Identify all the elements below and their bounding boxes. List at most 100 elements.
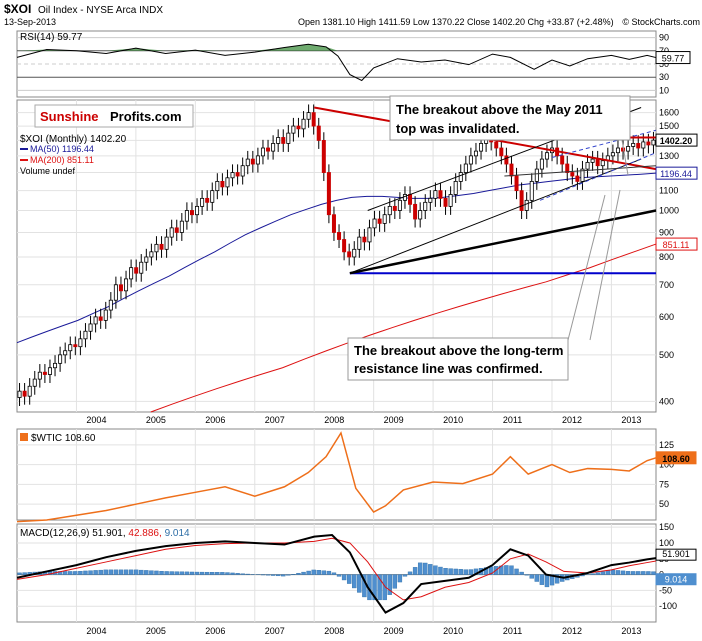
price-candle [428,197,433,203]
price-candle [149,251,154,258]
macd-histogram-bar [529,574,534,579]
price-candle [600,160,605,167]
macd-x-tick: 2009 [384,626,404,636]
price-candle [174,227,179,233]
price-candle [42,371,47,375]
price-candle [585,161,590,170]
macd-histogram-bar [646,571,651,575]
price-candle [296,125,301,130]
price-candle [372,218,377,229]
macd-tick-label: 100 [659,538,674,548]
price-tick-label: 800 [659,252,674,262]
macd-value-label: 51.901 [662,549,690,559]
macd-histogram-bar [625,571,631,575]
price-candle [565,163,570,173]
price-candle [200,197,205,207]
top-annotation-line1: The breakout above the May 2011 [396,102,603,117]
logo-box [34,104,194,128]
macd-histogram-bar [174,571,179,575]
macd-histogram-bar [275,574,281,577]
macd-histogram-bar [438,566,443,575]
volume-legend: Volume undef [20,166,76,176]
price-candle [240,165,245,177]
price-candle [159,243,164,250]
macd-histogram-bar [139,569,144,575]
price-candle [539,158,544,170]
macd-histogram-bar [554,574,560,584]
macd-tick-label: -100 [659,601,677,611]
price-candle [235,172,240,177]
price-tick-label: 700 [659,280,674,290]
price-candle [626,146,631,152]
price-candle [453,180,458,195]
price-tick-label: 400 [659,396,674,406]
macd-value-badge [655,548,697,561]
price-candle [357,236,362,250]
price-tick-label: 900 [659,227,674,237]
price-candle [534,168,539,182]
macd-x-tick: 2008 [324,626,344,636]
price-x-tick: 2004 [86,415,106,425]
macd-histogram-bar [352,574,357,589]
macd-histogram-bar [453,568,458,575]
macd-histogram-bar [331,572,337,575]
macd-histogram-bar [245,573,250,575]
price-candle [479,143,484,152]
macd-histogram-bar [88,570,93,575]
price-tick-label: 1100 [659,186,678,196]
price-candle [260,147,265,157]
macd-histogram-bar [382,574,387,601]
price-tick-label: 500 [659,350,674,360]
price-candle [570,172,575,177]
price-candle [590,158,595,163]
macd-histogram-bar [509,565,514,575]
macd-histogram-bar [306,570,311,575]
ma50-value-badge [655,166,698,180]
price-candle [47,367,52,375]
macd-histogram-bar [194,571,200,575]
price-candle [93,316,98,325]
price-candle [210,190,215,203]
price-candle [392,205,397,211]
wtic-line [16,431,657,523]
close-value-badge [655,133,698,147]
macd-histogram-bar [341,574,347,581]
macd-histogram-bar [128,569,134,575]
macd-histogram-bar [387,574,392,595]
macd-histogram-bar [412,567,418,575]
ma200-legend-swatch [20,159,28,161]
macd-histogram-bar [514,568,519,575]
price-x-tick: 2012 [562,415,582,425]
bottom-annotation-pointer [567,194,606,341]
price-candle [382,214,387,224]
wtic-tick-label: 100 [659,460,674,470]
macd-histogram-bar [417,562,423,575]
price-candle [514,175,519,192]
copyright-label: © StockCharts.com [622,17,700,27]
price-candle [347,251,352,258]
macd-histogram-bar [316,570,321,575]
price-candle [189,210,194,216]
price-candle [387,205,392,216]
price-legend: $XOI (Monthly) 1402.20 [20,134,127,145]
macd-histogram-bar [326,570,332,575]
ma50-legend-swatch [20,148,28,150]
macd-histogram-bar [240,573,245,575]
price-candle [529,180,534,201]
macd-histogram-bar [17,572,22,575]
bottom-annotation-pointer [589,189,621,341]
price-candle [205,197,210,203]
macd-x-tick: 2004 [86,626,106,636]
price-candle [58,354,63,364]
ma200-value-badge [655,237,698,251]
price-candle [646,141,651,146]
price-candle [331,214,336,233]
macd-histogram-bar [93,570,98,575]
price-candle [595,158,600,167]
price-candle [397,199,402,211]
ma50-line [16,172,657,344]
rsi-value-badge [655,51,691,65]
wtic-panel-frame [16,428,657,521]
hist-value-badge [655,573,697,586]
